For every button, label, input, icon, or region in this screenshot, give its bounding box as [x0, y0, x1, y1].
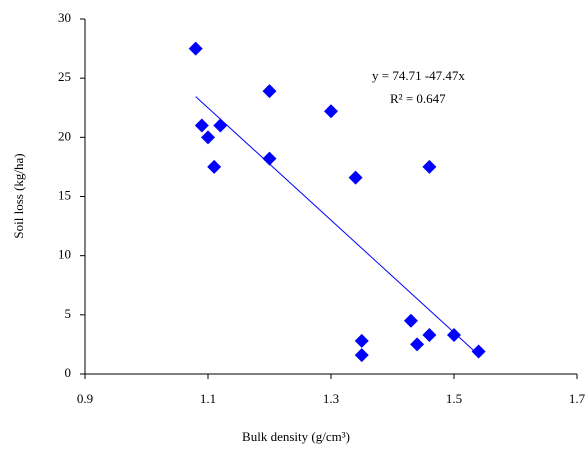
trend-equation: y = 74.71 -47.47x — [372, 68, 465, 83]
data-point — [201, 130, 215, 145]
x-tick-label: 1.7 — [569, 391, 586, 406]
y-axis-label: Soil loss (kg/ha) — [11, 153, 26, 238]
trendline — [195, 96, 479, 356]
x-tick-label: 1.3 — [323, 391, 339, 406]
y-tick-label: 25 — [58, 69, 71, 84]
data-point — [194, 118, 209, 133]
y-tick-label: 5 — [65, 306, 72, 321]
y-tick-label: 15 — [58, 187, 71, 202]
y-tick-label: 20 — [58, 128, 71, 143]
data-point — [447, 327, 461, 342]
data-point — [354, 333, 369, 348]
data-point — [207, 159, 222, 174]
data-point — [410, 337, 425, 352]
y-tick-label: 0 — [65, 365, 72, 380]
data-point — [422, 327, 437, 342]
x-tick-label: 1.5 — [446, 391, 462, 406]
data-point — [422, 159, 437, 174]
data-point — [262, 84, 277, 99]
x-axis-label: Bulk density (g/cm³) — [242, 429, 350, 444]
data-point — [262, 151, 277, 166]
data-point — [471, 344, 486, 359]
data-point — [324, 104, 338, 119]
data-point — [403, 313, 418, 328]
data-point — [213, 118, 228, 133]
r-squared: R² = 0.647 — [390, 91, 446, 106]
data-point — [354, 348, 369, 363]
y-tick-label: 10 — [58, 247, 71, 262]
data-point — [348, 170, 363, 185]
x-tick-label: 0.9 — [77, 391, 93, 406]
x-tick-label: 1.1 — [200, 391, 216, 406]
data-point — [188, 41, 203, 56]
y-tick-label: 30 — [58, 10, 71, 25]
